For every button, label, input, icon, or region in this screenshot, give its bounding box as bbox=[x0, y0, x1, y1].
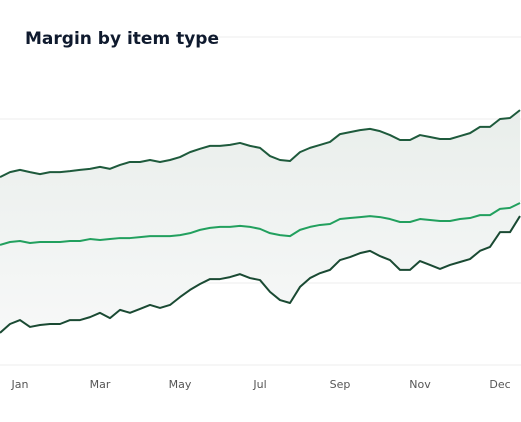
title-bg bbox=[0, 22, 210, 52]
x-tick-label: Jul bbox=[252, 378, 266, 391]
x-tick-label: Dec bbox=[489, 378, 510, 391]
chart-title: Margin by item type bbox=[25, 29, 219, 49]
x-tick-label: Nov bbox=[409, 378, 431, 391]
series-line bbox=[0, 202, 521, 246]
x-tick-label: Jan bbox=[11, 378, 29, 391]
band-area bbox=[0, 110, 520, 333]
x-tick-label: Mar bbox=[90, 378, 111, 391]
x-tick-label: May bbox=[169, 378, 192, 391]
series-line bbox=[0, 215, 521, 334]
series-line bbox=[0, 109, 521, 178]
x-tick-label: Sep bbox=[330, 378, 351, 391]
